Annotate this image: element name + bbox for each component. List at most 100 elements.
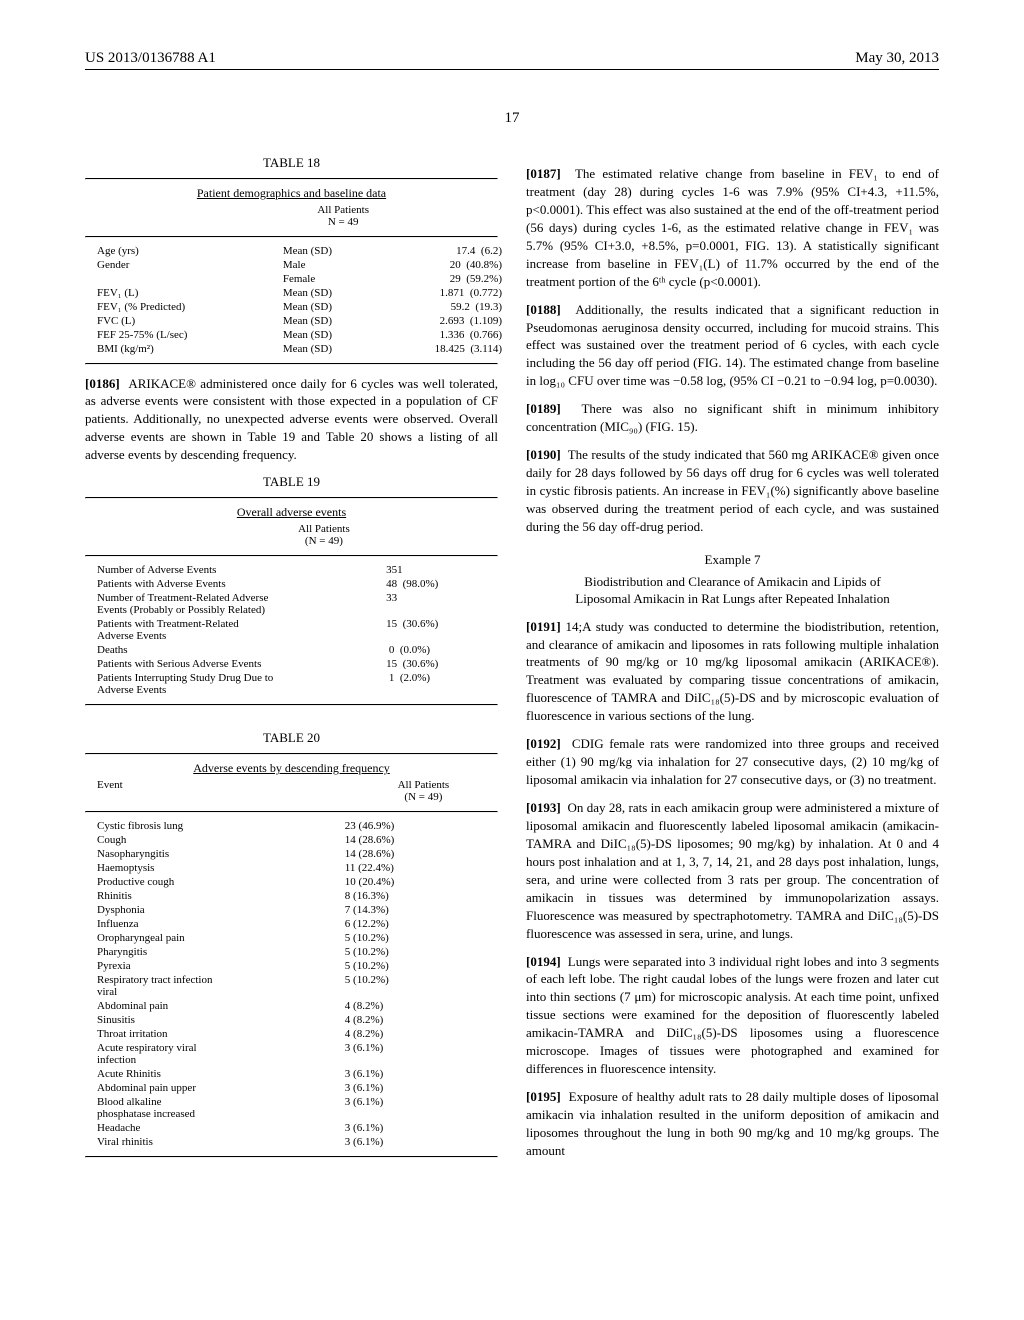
event-name: Cystic fibrosis lung	[93, 819, 341, 833]
paragraph-number: [0188]	[526, 302, 561, 317]
event-value: 7 (14.3%)	[341, 903, 506, 917]
table-row: Productive cough10 (20.4%)	[93, 875, 506, 889]
paragraph-0195: [0195] Exposure of healthy adult rats to…	[526, 1088, 939, 1160]
row-label: Patients Interrupting Study Drug Due to …	[93, 671, 382, 697]
event-value: 3 (6.1%)	[341, 1041, 506, 1067]
paragraph-text: Additionally, the results indicated that…	[526, 302, 939, 389]
row-label: Deaths	[93, 643, 382, 657]
table-title: TABLE 19	[85, 474, 498, 490]
event-name: Sinusitis	[93, 1013, 341, 1027]
paragraph-number: [0189]	[526, 401, 561, 416]
table-row: Female29 (59.2%)	[93, 272, 506, 286]
row-value: 2.693 (1.109)	[390, 314, 506, 328]
event-value: 14 (28.6%)	[341, 847, 506, 861]
table-row: Headache3 (6.1%)	[93, 1121, 506, 1135]
event-value: 3 (6.1%)	[341, 1067, 506, 1081]
paragraph-text: A study was conducted to determine the b…	[526, 619, 939, 724]
paragraph-0187: [0187] The estimated relative change fro…	[526, 165, 939, 291]
paragraph-text: There was also no significant shift in m…	[526, 401, 939, 434]
paragraph-number: [0187]	[526, 166, 561, 181]
event-name: Respiratory tract infection viral	[93, 973, 341, 999]
event-value: 23 (46.9%)	[341, 819, 506, 833]
table-row: Throat irritation4 (8.2%)	[93, 1027, 506, 1041]
paragraph-0188: [0188] Additionally, the results indicat…	[526, 301, 939, 391]
event-name: Acute respiratory viral infection	[93, 1041, 341, 1067]
row-stat: Mean (SD)	[279, 286, 391, 300]
event-value: 5 (10.2%)	[341, 959, 506, 973]
event-name: Viral rhinitis	[93, 1135, 341, 1149]
event-name: Oropharyngeal pain	[93, 931, 341, 945]
event-name: Haemoptysis	[93, 861, 341, 875]
row-value: 1.871 (0.772)	[390, 286, 506, 300]
paragraph-number: [0193]	[526, 800, 561, 815]
paragraph-text: ARIKACE® administered once daily for 6 c…	[85, 376, 498, 463]
table-row: Number of Treatment-Related Adverse Even…	[93, 591, 506, 617]
header-date: May 30, 2013	[855, 50, 939, 67]
table-row: Oropharyngeal pain5 (10.2%)	[93, 931, 506, 945]
table-row: FEV₁ (% Predicted)Mean (SD)59.2 (19.3)	[93, 300, 506, 314]
event-value: 11 (22.4%)	[341, 861, 506, 875]
paragraph-0191: [0191] 14;A study was conducted to deter…	[526, 618, 939, 726]
row-label: Gender	[93, 258, 279, 272]
event-value: 3 (6.1%)	[341, 1121, 506, 1135]
paragraph-text: CDIG female rats were randomized into th…	[526, 736, 939, 787]
table-19: TABLE 19 Overall adverse events All Pati…	[85, 474, 498, 706]
row-label: BMI (kg/m²)	[93, 342, 279, 356]
row-stat: Mean (SD)	[279, 244, 391, 258]
paragraph-0192: [0192] CDIG female rats were randomized …	[526, 735, 939, 789]
paragraph-0194: [0194] Lungs were separated into 3 indiv…	[526, 953, 939, 1079]
right-column: [0187] The estimated relative change fro…	[526, 155, 939, 1170]
table-row: Dysphonia7 (14.3%)	[93, 903, 506, 917]
event-value: 10 (20.4%)	[341, 875, 506, 889]
example-label: Example 7	[526, 552, 939, 568]
event-name: Blood alkaline phosphatase increased	[93, 1095, 341, 1121]
table-row: Patients with Adverse Events48 (98.0%)	[93, 577, 506, 591]
table-row: Rhinitis8 (16.3%)	[93, 889, 506, 903]
row-label: Number of Adverse Events	[93, 563, 382, 577]
row-value: 17.4 (6.2)	[390, 244, 506, 258]
row-value: 0 (0.0%)	[382, 643, 506, 657]
paragraph-text: The results of the study indicated that …	[526, 447, 939, 534]
row-value: 1 (2.0%)	[382, 671, 506, 697]
paragraph-text: Lungs were separated into 3 individual r…	[526, 954, 939, 1077]
row-stat: Mean (SD)	[279, 314, 391, 328]
left-column: TABLE 18 Patient demographics and baseli…	[85, 155, 498, 1170]
table-row: Acute Rhinitis3 (6.1%)	[93, 1067, 506, 1081]
event-value: 4 (8.2%)	[341, 1027, 506, 1041]
event-value: 14 (28.6%)	[341, 833, 506, 847]
table-subtitle: Overall adverse events	[85, 505, 498, 520]
paragraph-0190: [0190] The results of the study indicate…	[526, 446, 939, 536]
table-row: Abdominal pain4 (8.2%)	[93, 999, 506, 1013]
row-stat: Male	[279, 258, 391, 272]
row-label: FEF 25-75% (L/sec)	[93, 328, 279, 342]
row-label: Patients with Treatment-Related Adverse …	[93, 617, 382, 643]
event-value: 3 (6.1%)	[341, 1081, 506, 1095]
table-row: Cough14 (28.6%)	[93, 833, 506, 847]
table-row: Pharyngitis5 (10.2%)	[93, 945, 506, 959]
event-value: 4 (8.2%)	[341, 999, 506, 1013]
event-name: Throat irritation	[93, 1027, 341, 1041]
table-row: Age (yrs)Mean (SD)17.4 (6.2)	[93, 244, 506, 258]
columns: TABLE 18 Patient demographics and baseli…	[85, 155, 939, 1170]
table-row: Cystic fibrosis lung23 (46.9%)	[93, 819, 506, 833]
event-value: 5 (10.2%)	[341, 973, 506, 999]
paragraph-number: [0191]	[526, 619, 561, 634]
event-name: Productive cough	[93, 875, 341, 889]
table-title: TABLE 20	[85, 730, 498, 746]
row-stat: Female	[279, 272, 391, 286]
table-col-header: All Patients (N = 49)	[341, 778, 506, 804]
paragraph-number: [0192]	[526, 736, 561, 751]
table-row: FVC (L)Mean (SD)2.693 (1.109)	[93, 314, 506, 328]
row-label	[93, 272, 279, 286]
event-name: Dysphonia	[93, 903, 341, 917]
row-value: 59.2 (19.3)	[390, 300, 506, 314]
row-value: 29 (59.2%)	[390, 272, 506, 286]
event-value: 3 (6.1%)	[341, 1095, 506, 1121]
table-row: Number of Adverse Events351	[93, 563, 506, 577]
table-col-header: All Patients N = 49	[180, 203, 506, 229]
row-label: Patients with Serious Adverse Events	[93, 657, 382, 671]
table-col-header: Event	[93, 778, 341, 804]
row-stat: Mean (SD)	[279, 328, 391, 342]
paragraph-number: [0195]	[526, 1089, 561, 1104]
event-name: Acute Rhinitis	[93, 1067, 341, 1081]
